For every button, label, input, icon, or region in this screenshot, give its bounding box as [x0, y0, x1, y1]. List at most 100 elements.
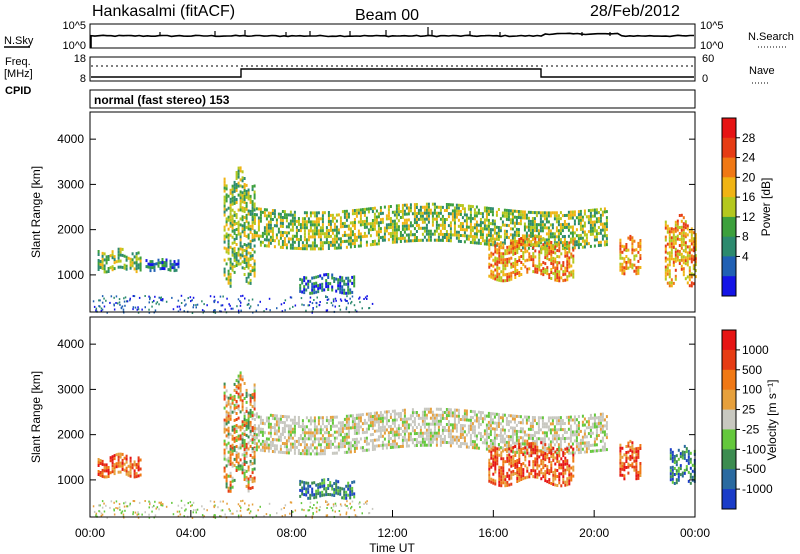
echo-cell	[387, 217, 390, 221]
echo-cell	[475, 205, 478, 209]
echo-cell	[357, 232, 360, 236]
echo-cell	[223, 382, 226, 386]
echo-cell	[541, 223, 544, 227]
echo-cell	[387, 211, 390, 215]
echo-cell	[387, 419, 390, 423]
echo-cell	[279, 224, 282, 228]
echo-cell	[572, 254, 575, 258]
echo-cell	[377, 420, 380, 424]
echo-cell	[303, 220, 306, 224]
echo-cell	[383, 431, 386, 435]
echo-cell	[583, 450, 586, 454]
echo-cell	[321, 428, 324, 432]
echo-cell	[469, 234, 472, 238]
echo-cell	[341, 496, 344, 500]
echo-cell	[277, 420, 280, 424]
echo-cell	[389, 226, 392, 229]
echo-cell	[688, 257, 691, 261]
echo-cell	[599, 207, 602, 211]
noise-cell	[162, 298, 164, 301]
echo-cell	[309, 416, 312, 420]
noise-cell	[201, 300, 203, 303]
echo-cell	[531, 211, 534, 214]
echo-cell	[243, 433, 246, 436]
echo-cell	[515, 414, 518, 418]
echo-cell	[321, 282, 324, 286]
echo-cell	[399, 433, 402, 436]
echo-cell	[251, 393, 254, 397]
echo-cell	[263, 226, 266, 230]
echo-cell	[403, 432, 406, 436]
echo-cell	[405, 423, 408, 427]
noise-strip: N.Sky N.Search 10^5 10^0 10^5 10^0	[4, 20, 794, 52]
echo-cell	[664, 226, 667, 230]
echo-cell	[664, 247, 667, 251]
echo-cell	[603, 442, 606, 446]
echo-cell	[499, 416, 502, 420]
noise-cell	[178, 305, 181, 308]
noise-cell	[92, 300, 95, 303]
echo-cell	[349, 288, 352, 292]
echo-cell	[465, 237, 468, 241]
echo-cell	[405, 227, 408, 231]
echo-cell	[539, 223, 542, 227]
echo-cell	[674, 223, 677, 227]
echo-cell	[447, 224, 450, 228]
noise-cell	[100, 309, 103, 312]
echo-cell	[568, 259, 571, 263]
echo-cell	[509, 438, 512, 442]
echo-cell	[389, 446, 392, 449]
echo-cell	[549, 428, 552, 432]
echo-cell	[253, 401, 256, 405]
echo-cell	[509, 212, 512, 216]
echo-cell	[531, 226, 534, 229]
echo-cell	[253, 430, 256, 433]
echo-cell	[351, 209, 354, 213]
echo-cell	[465, 442, 468, 446]
echo-cell	[501, 416, 504, 420]
echo-cell	[349, 236, 352, 240]
echo-cell	[549, 229, 552, 233]
echo-cell	[353, 236, 356, 239]
echo-cell	[597, 434, 600, 437]
echo-cell	[393, 213, 396, 217]
noise-cell	[149, 296, 151, 299]
echo-cell	[441, 425, 444, 429]
echo-cell	[527, 222, 530, 226]
noise-cell	[354, 309, 357, 312]
noise-cell	[334, 297, 337, 300]
echo-cell	[245, 469, 248, 473]
echo-cell	[461, 234, 464, 238]
noise-cell	[195, 306, 197, 309]
echo-cell	[237, 437, 240, 441]
echo-cell	[309, 220, 312, 224]
echo-cell	[593, 425, 596, 429]
echo-cell	[301, 480, 304, 484]
echo-cell	[678, 262, 681, 265]
echo-cell	[601, 436, 604, 440]
echo-cell	[537, 437, 540, 441]
echo-cell	[97, 259, 100, 262]
echo-cell	[601, 234, 604, 238]
echo-cell	[415, 203, 418, 206]
echo-cell	[513, 230, 516, 234]
echo-cell	[277, 423, 280, 427]
echo-cell	[235, 189, 238, 192]
echo-cell	[519, 436, 522, 440]
echo-cell	[548, 276, 551, 280]
echo-cell	[337, 213, 340, 217]
echo-cell	[494, 455, 497, 459]
echo-cell	[453, 438, 456, 442]
echo-cell	[579, 441, 582, 445]
echo-cell	[251, 209, 254, 213]
echo-cell	[492, 478, 495, 482]
echo-cell	[561, 428, 564, 432]
echo-cell	[431, 410, 434, 414]
echo-cell	[517, 216, 520, 219]
echo-cell	[423, 217, 426, 221]
echo-cell	[435, 238, 438, 242]
echo-cell	[682, 234, 685, 238]
echo-cell	[229, 263, 232, 267]
echo-cell	[241, 254, 244, 258]
echo-cell	[559, 422, 562, 426]
